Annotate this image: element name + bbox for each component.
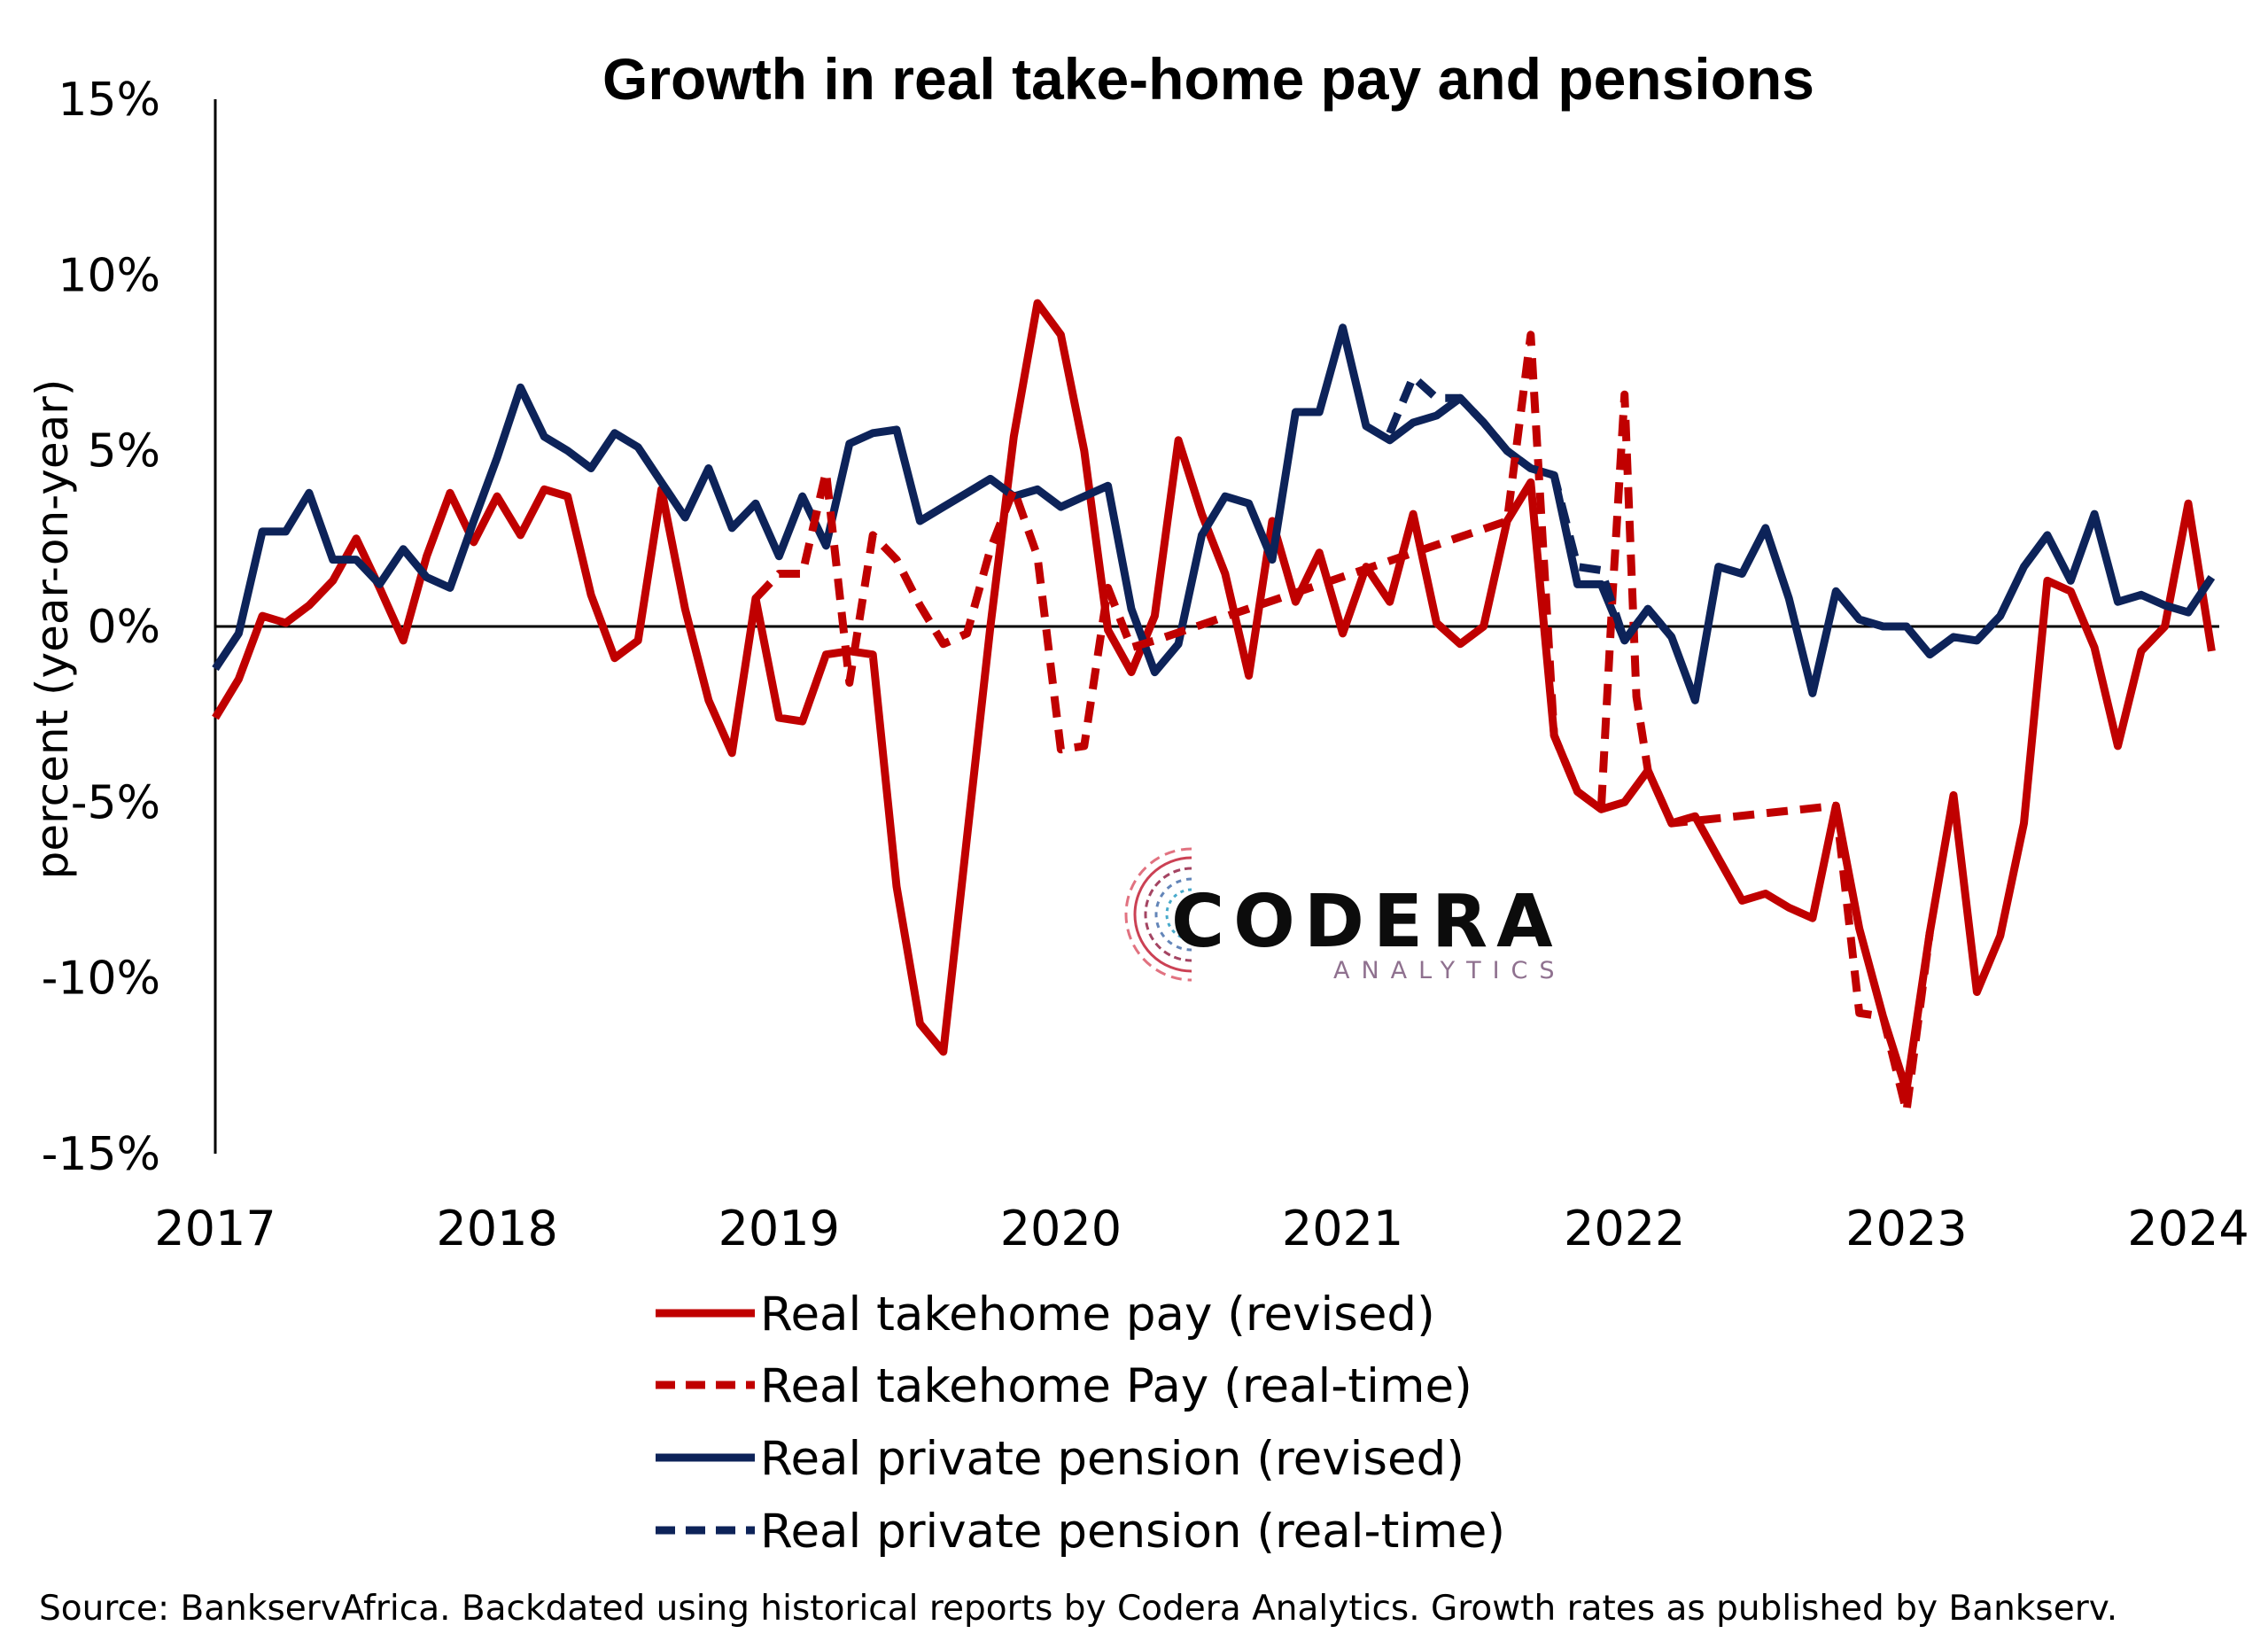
y-tick-label: 10% (58, 249, 160, 302)
x-tick-label: 2021 (1282, 1201, 1403, 1256)
series-line-3 (212, 323, 2216, 704)
legend-item-takehome-realtime: Real takehome Pay (real-time) (656, 1359, 1472, 1413)
y-tick-label: -5% (71, 776, 160, 829)
y-tick-label: 15% (58, 74, 160, 127)
x-tick-label: 2018 (436, 1201, 557, 1256)
series-line-1 (212, 299, 2216, 1095)
legend-item-takehome-revised: Real takehome pay (revised) (656, 1287, 1435, 1342)
y-tick-label: -15% (42, 1128, 160, 1181)
logo-text-sub: ANALYTICS (1333, 957, 1566, 984)
x-tick-label: 2020 (1000, 1201, 1122, 1256)
legend-label: Real takehome pay (revised) (760, 1287, 1435, 1342)
chart-title: Growth in real take-home pay and pension… (602, 46, 1814, 112)
x-tick-label: 2017 (154, 1201, 276, 1256)
x-tick-label: 2024 (2127, 1201, 2249, 1256)
logo-arc-icon (1124, 847, 1192, 982)
legend-label: Real private pension (revised) (760, 1432, 1464, 1486)
series-line-4 (1386, 372, 1675, 645)
y-axis-label: percent (year-on-year) (27, 379, 78, 880)
y-tick-label: 0% (88, 601, 161, 654)
logo-text-main: CODERA (1171, 880, 1562, 964)
codera-logo: CODERA ANALYTICS (1124, 847, 1566, 984)
legend-label: Real takehome Pay (real-time) (760, 1359, 1472, 1413)
x-tick-label: 2019 (718, 1201, 840, 1256)
x-tick-label: 2023 (1845, 1201, 1967, 1256)
source-note: Source: BankservAfrica. Backdated using … (39, 1589, 2117, 1629)
legend-label: Real private pension (real-time) (760, 1505, 1505, 1559)
x-tick-label: 2022 (1564, 1201, 1685, 1256)
legend-item-pension-revised: Real private pension (revised) (656, 1432, 1464, 1486)
y-tick-label: -10% (42, 953, 160, 1006)
series-line-2 (752, 331, 1934, 1116)
y-tick-label: 5% (88, 425, 161, 478)
legend-item-pension-realtime: Real private pension (real-time) (656, 1505, 1505, 1559)
legend: Real takehome pay (revised) Real takehom… (656, 1287, 1505, 1559)
